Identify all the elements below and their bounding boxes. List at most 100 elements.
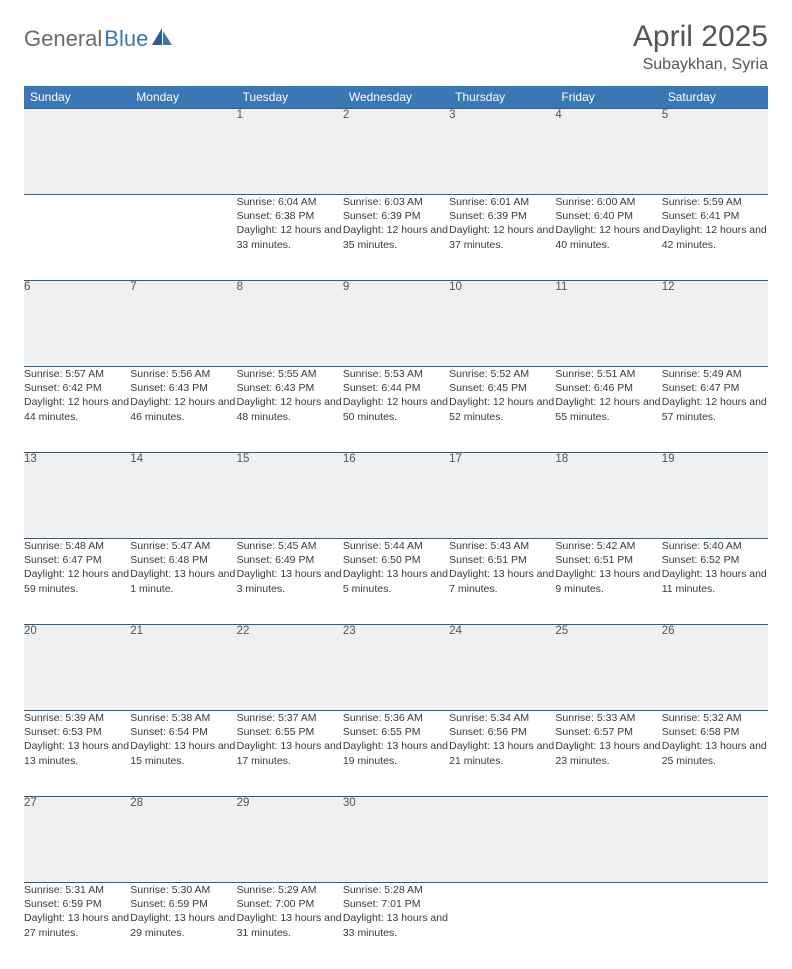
sunset-line: Sunset: 6:41 PM	[662, 209, 768, 223]
daylight-line: Daylight: 12 hours and 37 minutes.	[449, 223, 555, 251]
day-number-cell	[449, 797, 555, 883]
day-number-cell: 21	[130, 625, 236, 711]
day-content-cell: Sunrise: 5:33 AMSunset: 6:57 PMDaylight:…	[555, 711, 661, 797]
daylight-line: Daylight: 13 hours and 5 minutes.	[343, 567, 449, 595]
daylight-line: Daylight: 13 hours and 33 minutes.	[343, 911, 449, 939]
weekday-header: Wednesday	[343, 86, 449, 109]
day-content-cell: Sunrise: 5:37 AMSunset: 6:55 PMDaylight:…	[237, 711, 343, 797]
sunrise-line: Sunrise: 5:43 AM	[449, 539, 555, 553]
sunset-line: Sunset: 6:50 PM	[343, 553, 449, 567]
sunrise-line: Sunrise: 5:56 AM	[130, 367, 236, 381]
sunrise-line: Sunrise: 5:36 AM	[343, 711, 449, 725]
day-number-cell: 9	[343, 281, 449, 367]
sunset-line: Sunset: 6:51 PM	[555, 553, 661, 567]
day-content-cell: Sunrise: 5:32 AMSunset: 6:58 PMDaylight:…	[662, 711, 768, 797]
day-number-cell: 5	[662, 109, 768, 195]
sunset-line: Sunset: 6:58 PM	[662, 725, 768, 739]
content-row: Sunrise: 6:04 AMSunset: 6:38 PMDaylight:…	[24, 195, 768, 281]
daylight-line: Daylight: 13 hours and 3 minutes.	[237, 567, 343, 595]
calendar-table: Sunday Monday Tuesday Wednesday Thursday…	[24, 86, 768, 969]
logo: General Blue	[24, 26, 174, 52]
daylight-line: Daylight: 13 hours and 1 minute.	[130, 567, 236, 595]
sunrise-line: Sunrise: 5:30 AM	[130, 883, 236, 897]
day-content-cell	[24, 195, 130, 281]
sunset-line: Sunset: 6:40 PM	[555, 209, 661, 223]
sunrise-line: Sunrise: 5:34 AM	[449, 711, 555, 725]
daylight-line: Daylight: 12 hours and 50 minutes.	[343, 395, 449, 423]
day-number-cell: 24	[449, 625, 555, 711]
sunset-line: Sunset: 6:51 PM	[449, 553, 555, 567]
sunrise-line: Sunrise: 5:44 AM	[343, 539, 449, 553]
daylight-line: Daylight: 13 hours and 7 minutes.	[449, 567, 555, 595]
day-content-cell: Sunrise: 6:01 AMSunset: 6:39 PMDaylight:…	[449, 195, 555, 281]
daylight-line: Daylight: 12 hours and 57 minutes.	[662, 395, 768, 423]
day-content-cell: Sunrise: 5:53 AMSunset: 6:44 PMDaylight:…	[343, 367, 449, 453]
sunrise-line: Sunrise: 5:57 AM	[24, 367, 130, 381]
sunset-line: Sunset: 6:53 PM	[24, 725, 130, 739]
day-number-cell: 18	[555, 453, 661, 539]
sunrise-line: Sunrise: 5:59 AM	[662, 195, 768, 209]
sunrise-line: Sunrise: 5:51 AM	[555, 367, 661, 381]
sunset-line: Sunset: 6:38 PM	[237, 209, 343, 223]
day-content-cell: Sunrise: 5:57 AMSunset: 6:42 PMDaylight:…	[24, 367, 130, 453]
day-content-cell: Sunrise: 5:52 AMSunset: 6:45 PMDaylight:…	[449, 367, 555, 453]
calendar-body: 12345Sunrise: 6:04 AMSunset: 6:38 PMDayl…	[24, 109, 768, 969]
day-number-cell: 1	[237, 109, 343, 195]
day-number-cell: 19	[662, 453, 768, 539]
weekday-header: Friday	[555, 86, 661, 109]
sunrise-line: Sunrise: 5:39 AM	[24, 711, 130, 725]
day-content-cell: Sunrise: 6:04 AMSunset: 6:38 PMDaylight:…	[237, 195, 343, 281]
sunrise-line: Sunrise: 5:29 AM	[237, 883, 343, 897]
sunset-line: Sunset: 6:49 PM	[237, 553, 343, 567]
daylight-line: Daylight: 12 hours and 46 minutes.	[130, 395, 236, 423]
sunset-line: Sunset: 6:47 PM	[662, 381, 768, 395]
sunrise-line: Sunrise: 5:52 AM	[449, 367, 555, 381]
daylight-line: Daylight: 13 hours and 17 minutes.	[237, 739, 343, 767]
day-content-cell: Sunrise: 5:55 AMSunset: 6:43 PMDaylight:…	[237, 367, 343, 453]
sunset-line: Sunset: 6:39 PM	[343, 209, 449, 223]
day-number-cell: 3	[449, 109, 555, 195]
day-content-cell: Sunrise: 5:38 AMSunset: 6:54 PMDaylight:…	[130, 711, 236, 797]
day-number-cell: 25	[555, 625, 661, 711]
weekday-header: Thursday	[449, 86, 555, 109]
logo-text-blue: Blue	[104, 26, 148, 52]
day-content-cell: Sunrise: 5:34 AMSunset: 6:56 PMDaylight:…	[449, 711, 555, 797]
content-row: Sunrise: 5:31 AMSunset: 6:59 PMDaylight:…	[24, 883, 768, 969]
daylight-line: Daylight: 13 hours and 15 minutes.	[130, 739, 236, 767]
daylight-line: Daylight: 13 hours and 27 minutes.	[24, 911, 130, 939]
daylight-line: Daylight: 12 hours and 44 minutes.	[24, 395, 130, 423]
sunset-line: Sunset: 6:48 PM	[130, 553, 236, 567]
sunset-line: Sunset: 6:46 PM	[555, 381, 661, 395]
daylight-line: Daylight: 13 hours and 29 minutes.	[130, 911, 236, 939]
day-content-cell: Sunrise: 5:36 AMSunset: 6:55 PMDaylight:…	[343, 711, 449, 797]
sunrise-line: Sunrise: 5:37 AM	[237, 711, 343, 725]
daynum-row: 20212223242526	[24, 625, 768, 711]
day-number-cell: 12	[662, 281, 768, 367]
sunset-line: Sunset: 6:43 PM	[237, 381, 343, 395]
sunrise-line: Sunrise: 5:55 AM	[237, 367, 343, 381]
day-number-cell: 11	[555, 281, 661, 367]
daylight-line: Daylight: 13 hours and 9 minutes.	[555, 567, 661, 595]
sunset-line: Sunset: 7:00 PM	[237, 897, 343, 911]
day-number-cell: 26	[662, 625, 768, 711]
sunrise-line: Sunrise: 5:28 AM	[343, 883, 449, 897]
sunset-line: Sunset: 6:45 PM	[449, 381, 555, 395]
day-number-cell: 22	[237, 625, 343, 711]
sail-icon	[152, 28, 174, 51]
sunset-line: Sunset: 6:59 PM	[130, 897, 236, 911]
day-content-cell: Sunrise: 5:56 AMSunset: 6:43 PMDaylight:…	[130, 367, 236, 453]
day-number-cell	[662, 797, 768, 883]
sunset-line: Sunset: 6:55 PM	[237, 725, 343, 739]
sunset-line: Sunset: 6:43 PM	[130, 381, 236, 395]
daylight-line: Daylight: 12 hours and 35 minutes.	[343, 223, 449, 251]
sunset-line: Sunset: 6:44 PM	[343, 381, 449, 395]
day-number-cell: 27	[24, 797, 130, 883]
daylight-line: Daylight: 12 hours and 59 minutes.	[24, 567, 130, 595]
day-number-cell: 15	[237, 453, 343, 539]
day-number-cell	[24, 109, 130, 195]
daylight-line: Daylight: 13 hours and 25 minutes.	[662, 739, 768, 767]
content-row: Sunrise: 5:57 AMSunset: 6:42 PMDaylight:…	[24, 367, 768, 453]
day-number-cell: 29	[237, 797, 343, 883]
daynum-row: 13141516171819	[24, 453, 768, 539]
daylight-line: Daylight: 13 hours and 13 minutes.	[24, 739, 130, 767]
